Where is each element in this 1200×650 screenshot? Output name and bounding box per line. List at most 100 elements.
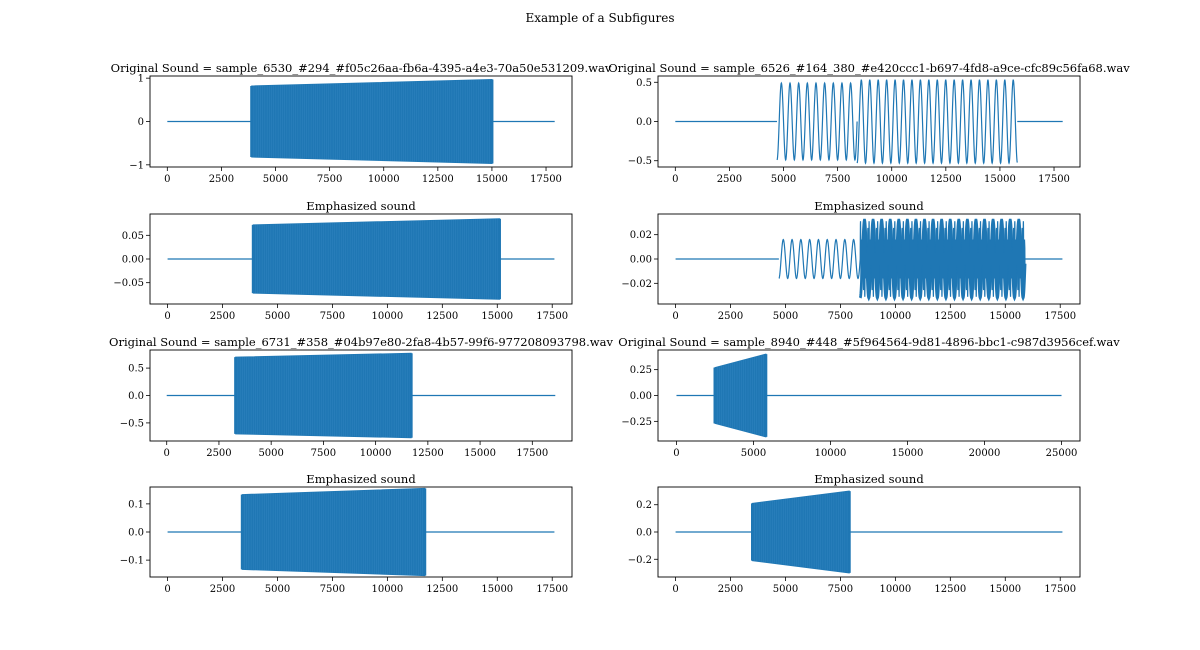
x-tick-label: 5000 <box>258 448 283 459</box>
x-tick-label: 12500 <box>422 174 454 185</box>
subplot-title: Emphasized sound <box>814 199 924 213</box>
waveform-line <box>167 487 555 577</box>
x-tick-label: 10000 <box>876 174 908 185</box>
x-tick-label: 0 <box>164 448 170 459</box>
x-tick-label: 0 <box>672 584 678 595</box>
x-tick-label: 25000 <box>1046 448 1078 459</box>
y-tick-label: 1 <box>138 74 144 85</box>
x-tick-label: 15000 <box>476 174 508 185</box>
y-tick-label: −0.1 <box>120 556 144 567</box>
x-tick-label: 15000 <box>892 448 924 459</box>
x-tick-label: 15000 <box>481 584 513 595</box>
subplot-title: Emphasized sound <box>306 472 416 486</box>
x-tick-label: 0 <box>164 311 170 322</box>
y-tick-label: 0.0 <box>636 117 652 128</box>
x-tick-label: 7500 <box>828 584 853 595</box>
x-tick-label: 10000 <box>879 311 911 322</box>
x-tick-label: 12500 <box>934 311 966 322</box>
subplot-1: Original Sound = sample_6530_#294_#f05c2… <box>111 61 612 185</box>
x-tick-label: 12500 <box>930 174 962 185</box>
x-tick-label: 2500 <box>210 311 235 322</box>
subplot-7: Emphasized sound 0 2500 5000 7500 10000 12500 1… <box>120 472 573 595</box>
x-tick-label: 12500 <box>426 584 458 595</box>
y-tick-label: 0.1 <box>128 499 144 510</box>
y-tick-label: −0.25 <box>621 417 652 428</box>
x-tick-label: 10000 <box>815 448 847 459</box>
subplot-title: Emphasized sound <box>814 472 924 486</box>
y-tick-label: −1 <box>129 160 144 171</box>
waveform-line <box>167 218 555 300</box>
y-tick-label: 0.5 <box>636 78 652 89</box>
x-tick-label: 10000 <box>371 584 403 595</box>
waveform-line <box>675 490 1063 574</box>
x-tick-label: 17500 <box>1038 174 1070 185</box>
y-tick-label: −0.5 <box>120 418 144 429</box>
y-tick-label: −0.02 <box>621 279 652 290</box>
waveform-sine <box>778 238 861 280</box>
y-tick-label: 0.02 <box>630 230 652 241</box>
waveform-sine <box>856 79 1018 165</box>
x-tick-label: 17500 <box>536 584 568 595</box>
y-tick-label: 0.0 <box>636 528 652 539</box>
subplot-4: Emphasized sound 0 2500 5000 7500 10000 12500 1… <box>621 199 1081 322</box>
x-tick-label: 2500 <box>718 311 743 322</box>
y-tick-label: −0.05 <box>113 278 144 289</box>
y-tick-label: 0.05 <box>122 231 144 242</box>
x-tick-label: 17500 <box>516 448 548 459</box>
subplot-title: Original Sound = sample_6526_#164_380_#e… <box>608 61 1130 75</box>
waveform-sine <box>776 81 858 162</box>
x-tick-label: 7500 <box>320 584 345 595</box>
x-tick-label: 15000 <box>481 311 513 322</box>
x-tick-label: 5000 <box>741 448 766 459</box>
y-tick-label: 0.00 <box>630 391 652 402</box>
waveform-line <box>675 218 1063 302</box>
x-tick-label: 7500 <box>320 311 345 322</box>
x-tick-label: 5000 <box>263 174 288 185</box>
x-tick-label: 5000 <box>773 311 798 322</box>
x-tick-label: 17500 <box>1044 584 1076 595</box>
y-tick-label: 0.00 <box>122 255 144 266</box>
subplot-6: Original Sound = sample_8940_#448_#5f964… <box>618 335 1120 459</box>
subplot-3: Emphasized sound 0 2500 5000 7500 10000 12500 1… <box>113 199 573 322</box>
waveform-envelope <box>714 353 767 438</box>
x-tick-label: 2500 <box>210 584 235 595</box>
y-tick-label: 0.0 <box>128 391 144 402</box>
waveform-line <box>676 353 1062 438</box>
x-tick-label: 10000 <box>879 584 911 595</box>
x-tick-label: 0 <box>164 584 170 595</box>
x-tick-label: 5000 <box>771 174 796 185</box>
x-tick-label: 2500 <box>206 448 231 459</box>
x-tick-label: 5000 <box>265 311 290 322</box>
x-tick-label: 20000 <box>969 448 1001 459</box>
x-tick-label: 15000 <box>464 448 496 459</box>
subplot-5: Original Sound = sample_6731_#358_#04b97… <box>109 335 613 459</box>
x-tick-label: 7500 <box>311 448 336 459</box>
x-tick-label: 12500 <box>412 448 444 459</box>
x-tick-label: 17500 <box>1044 311 1076 322</box>
x-tick-label: 0 <box>672 311 678 322</box>
x-tick-label: 10000 <box>360 448 392 459</box>
subplot-title: Emphasized sound <box>306 199 416 213</box>
waveform-line <box>167 78 555 165</box>
x-tick-label: 2500 <box>209 174 234 185</box>
x-tick-label: 17500 <box>536 311 568 322</box>
x-tick-label: 17500 <box>530 174 562 185</box>
y-tick-label: −0.2 <box>628 555 652 566</box>
waveform-line <box>675 79 1063 165</box>
subplot-title: Original Sound = sample_6731_#358_#04b97… <box>109 335 613 349</box>
x-tick-label: 0 <box>673 448 679 459</box>
subplot-title: Original Sound = sample_6530_#294_#f05c2… <box>111 61 612 75</box>
waveform-dense-fill <box>859 221 1026 297</box>
waveform-line <box>166 352 556 439</box>
x-tick-label: 12500 <box>426 311 458 322</box>
waveform-envelope <box>251 78 493 165</box>
y-tick-label: 0.0 <box>128 528 144 539</box>
x-tick-label: 5000 <box>265 584 290 595</box>
subplot-8: Emphasized sound 0 2500 5000 7500 10000 12500 1… <box>628 472 1081 595</box>
x-tick-label: 0 <box>672 174 678 185</box>
y-tick-label: 0.25 <box>630 365 652 376</box>
x-tick-label: 2500 <box>717 174 742 185</box>
waveform-envelope <box>241 487 426 577</box>
x-tick-label: 7500 <box>825 174 850 185</box>
